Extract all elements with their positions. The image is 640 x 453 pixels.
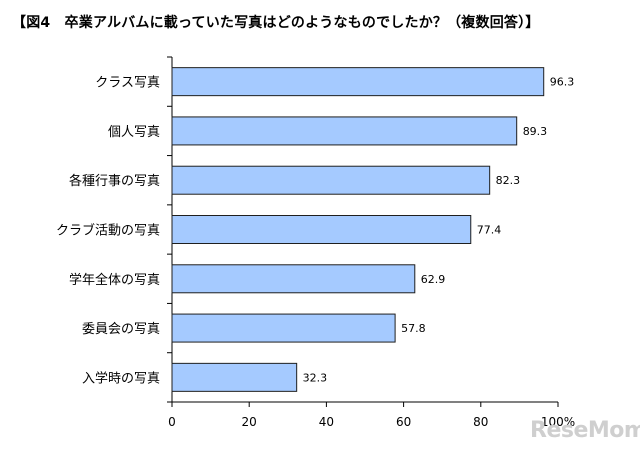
data-label: 77.4 [477, 224, 502, 237]
data-label: 82.3 [496, 174, 520, 187]
bar [171, 116, 518, 146]
data-label: 89.3 [523, 125, 548, 138]
category-label: 学年全体の写真 [69, 272, 160, 288]
data-label: 96.3 [550, 76, 575, 89]
bar [171, 67, 545, 97]
bar [171, 215, 472, 244]
resemom-watermark: ReseMom [530, 418, 640, 443]
labels: 0 20 40 60 80 100% クラス写真 96.3 個人写真 89.3 各種行事の写真 82.… [56, 76, 575, 429]
chart-title: 【図4 卒業アルバムに載っていた写真はどのようなものでしたか？（複数回答）】 [12, 15, 540, 31]
data-label: 62.9 [421, 273, 446, 286]
category-label: 各種行事の写真 [69, 173, 160, 189]
x-tick-label: 80 [473, 415, 488, 429]
x-tick-label: 100% [541, 415, 575, 429]
category-label: 委員会の写真 [82, 322, 160, 337]
x-tick-label: 0 [168, 415, 176, 429]
category-label: 個人写真 [108, 125, 160, 140]
category-label: クラブ活動の写真 [56, 223, 160, 239]
data-label: 57.8 [401, 322, 426, 335]
data-label: 32.3 [303, 371, 328, 384]
bar [171, 264, 416, 294]
bar [171, 165, 491, 195]
bar [171, 362, 298, 392]
x-tick-label: 20 [242, 415, 257, 429]
category-label: クラス写真 [95, 76, 160, 91]
x-tick-label: 60 [396, 415, 411, 429]
bars [171, 67, 545, 392]
x-tick-label: 40 [319, 415, 334, 429]
bar [171, 313, 396, 343]
category-label: 入学時の写真 [82, 370, 160, 386]
